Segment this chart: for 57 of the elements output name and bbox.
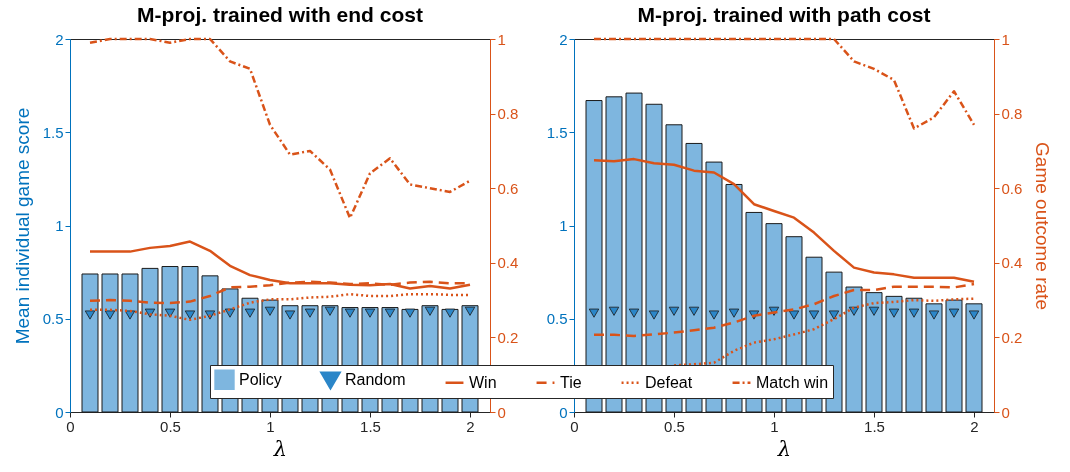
y-axis-title: Mean individual game score (11, 107, 33, 345)
y2-tick-label: 0 (1001, 403, 1010, 421)
x-axis-title: λ (272, 436, 288, 461)
x-tick-label: 2 (970, 417, 979, 435)
legend-label: Policy (239, 370, 282, 388)
line-series (592, 37, 976, 130)
y2-axis-title: Game outcome rate (1032, 142, 1054, 310)
y2-tick-label: 1 (497, 30, 506, 48)
y2-tick-label: 0.8 (1001, 105, 1023, 123)
bar (141, 267, 159, 413)
bar (121, 273, 139, 413)
legend-label: Match win (756, 373, 829, 391)
x-tick-label: 2 (466, 417, 475, 435)
bar (905, 297, 923, 413)
y-tick-label: 0.5 (546, 310, 568, 328)
bar (885, 295, 903, 413)
bar (181, 266, 199, 413)
x-tick-label: 0 (570, 417, 579, 435)
bar (101, 273, 119, 413)
legend-label: Defeat (645, 373, 693, 391)
y2-tick-label: 1 (1001, 30, 1010, 48)
y2-tick-label: 0.4 (497, 254, 519, 272)
x-axis-title: λ (776, 436, 792, 461)
line-series (88, 37, 472, 220)
y-tick-label: 2 (55, 30, 64, 48)
x-tick-label: 0.5 (664, 417, 685, 435)
chart-title: M-proj. trained with path cost (637, 3, 931, 26)
y-tick-label: 1.5 (42, 123, 64, 141)
x-tick-label: 0 (66, 417, 75, 435)
line-series (672, 297, 976, 367)
x-tick-label: 1 (770, 417, 779, 435)
x-tick-label: 1.5 (360, 417, 381, 435)
y2-tick-label: 0.2 (1001, 328, 1023, 346)
legend-label: Random (345, 371, 406, 389)
y-tick-label: 0.5 (42, 310, 64, 328)
y2-tick-label: 0.4 (1001, 254, 1023, 272)
bar (945, 299, 963, 413)
bar (845, 286, 863, 413)
y-tick-label: 0 (559, 403, 568, 421)
y2-tick-label: 0.6 (1001, 179, 1023, 197)
y2-tick-label: 0.2 (497, 328, 519, 346)
legend-label: Win (469, 373, 497, 391)
y2-tick-label: 0 (497, 403, 506, 421)
y-tick-label: 1.5 (546, 123, 568, 141)
x-tick-label: 1.5 (864, 417, 885, 435)
y2-tick-label: 0.8 (497, 105, 519, 123)
x-tick-label: 0.5 (160, 417, 181, 435)
y-tick-label: 2 (559, 30, 568, 48)
y2-tick-label: 0.6 (497, 179, 519, 197)
bar (81, 273, 99, 413)
y-tick-label: 0 (55, 403, 64, 421)
bar (925, 303, 943, 413)
legend-label: Tie (560, 373, 582, 391)
y-tick-label: 1 (559, 217, 568, 234)
y-tick-label: 1 (55, 217, 64, 234)
x-tick-label: 1 (266, 417, 275, 435)
chart-title: M-proj. trained with end cost (137, 3, 423, 26)
